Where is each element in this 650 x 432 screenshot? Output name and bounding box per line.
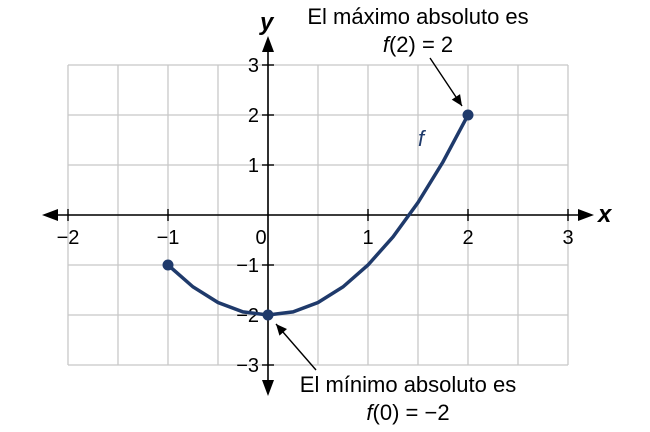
data-point <box>162 259 174 271</box>
y-tick-label: −2 <box>236 305 259 327</box>
series-line-f <box>166 113 470 317</box>
annotation-arrowhead <box>276 324 287 336</box>
annotation-value: (2) = 2 <box>389 32 453 57</box>
annotation-line-1: El mínimo absoluto es <box>300 372 516 397</box>
x-tick-label: −1 <box>157 227 180 249</box>
data-point <box>462 109 474 121</box>
x-tick-label: 1 <box>362 227 373 249</box>
axes: xy <box>42 9 613 396</box>
x-tick-label: 3 <box>562 227 573 249</box>
annotation-value: (0) = −2 <box>373 400 450 425</box>
annotation-arrowhead <box>451 94 462 106</box>
y-tick-label: 2 <box>248 105 259 127</box>
y-tick-label: −3 <box>236 355 259 377</box>
y-axis-arrow-top <box>262 36 274 52</box>
y-tick-label: −1 <box>236 255 259 277</box>
y-axis-arrow-bottom <box>262 380 274 396</box>
y-tick-label: 3 <box>248 55 259 77</box>
annotation-line-2: f(0) = −2 <box>366 400 449 425</box>
annotation-function-name: f <box>383 32 392 57</box>
curves: f <box>162 109 474 321</box>
grid <box>67 64 569 366</box>
series-label: f <box>418 126 427 151</box>
x-tick-label: 0 <box>255 227 266 249</box>
data-point <box>262 309 274 321</box>
annotation-line-2: f(2) = 2 <box>383 32 453 57</box>
x-axis-arrow-right <box>578 209 594 221</box>
y-axis-label: y <box>259 9 275 36</box>
annotations: El máximo absoluto esf(2) = 2El mínimo a… <box>275 4 529 425</box>
annotation-function-name: f <box>366 400 375 425</box>
x-axis-arrow-left <box>42 209 58 221</box>
x-axis-label: x <box>596 201 613 228</box>
ticks: −2 −1 0 1 2 3 −3 −2 −1 1 2 3 <box>57 55 574 377</box>
annotation-line-1: El máximo absoluto es <box>307 4 528 29</box>
x-tick-label: 2 <box>462 227 473 249</box>
x-tick-label: −2 <box>57 227 80 249</box>
y-tick-label: 1 <box>248 155 259 177</box>
